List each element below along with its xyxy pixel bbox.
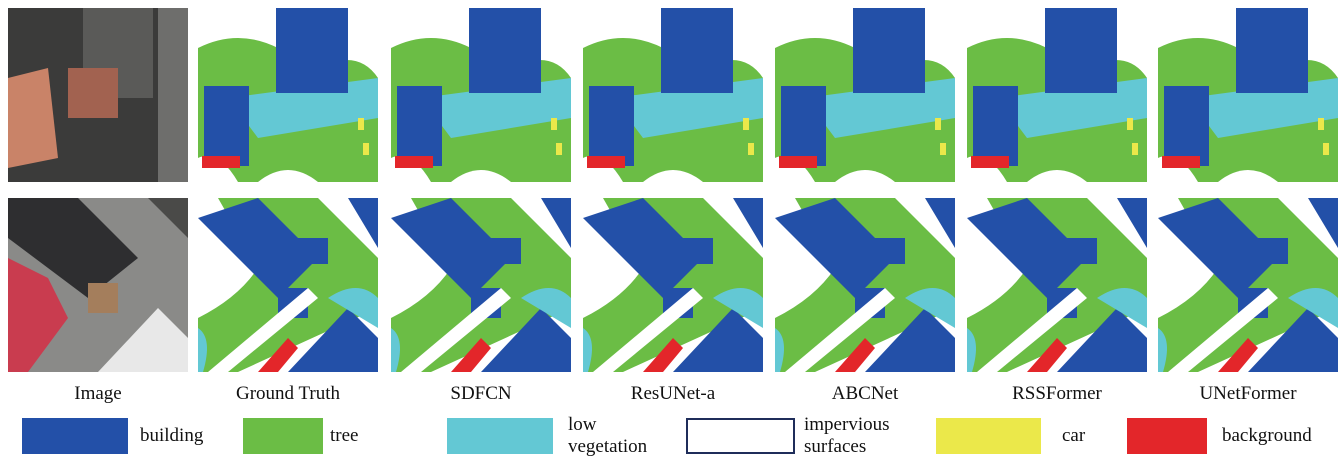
legend-label: impervious surfaces (804, 414, 894, 458)
legend-swatch (243, 418, 323, 454)
segmentation-map (967, 8, 1147, 182)
segmentation-map (775, 198, 955, 372)
segmentation-map (583, 198, 763, 372)
segmentation-map (775, 8, 955, 182)
aerial-image (8, 198, 188, 372)
column-label: Image (3, 383, 193, 405)
legend-label: background (1222, 425, 1338, 447)
legend-swatch (22, 418, 128, 454)
figure: ImageGround TruthSDFCNResUNet-aABCNetRSS… (0, 0, 1338, 462)
segmentation-map (1158, 8, 1338, 182)
segmentation-map (391, 8, 571, 182)
legend-label: low vegetation (568, 414, 658, 458)
column-label: ResUNet-a (578, 383, 768, 405)
column-label: ABCNet (770, 383, 960, 405)
legend-swatch (1127, 418, 1207, 454)
segmentation-map (967, 198, 1147, 372)
segmentation-map (1158, 198, 1338, 372)
legend-swatch (447, 418, 553, 454)
aerial-image (8, 8, 188, 182)
column-label: SDFCN (386, 383, 576, 405)
segmentation-map (198, 8, 378, 182)
legend-swatch (686, 418, 795, 454)
column-label: Ground Truth (193, 383, 383, 405)
column-label: UNetFormer (1153, 383, 1338, 405)
segmentation-map (391, 198, 571, 372)
column-label: RSSFormer (962, 383, 1152, 405)
legend-swatch (936, 418, 1041, 454)
segmentation-map (198, 198, 378, 372)
segmentation-map (583, 8, 763, 182)
